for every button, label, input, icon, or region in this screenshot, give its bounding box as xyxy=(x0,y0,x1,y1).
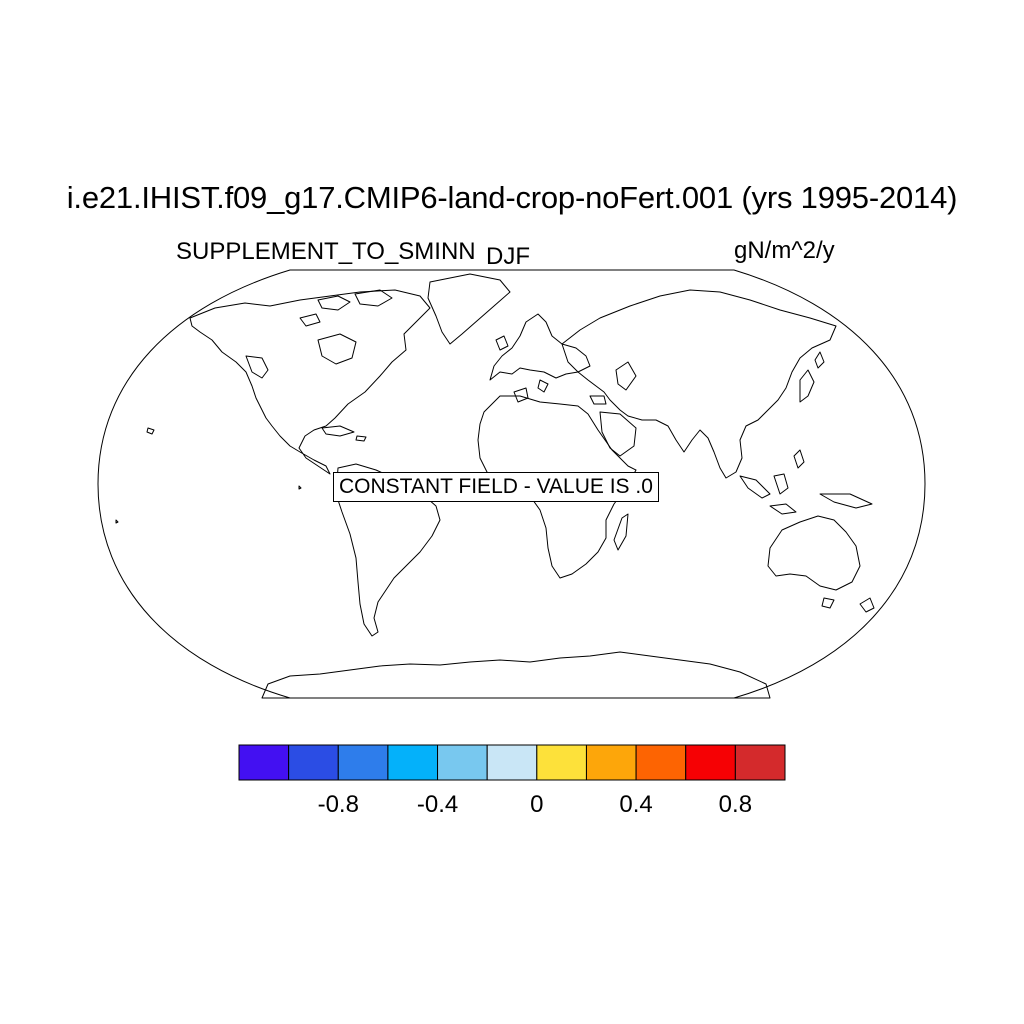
coastline-antarctica xyxy=(261,651,771,699)
colorbar-tick-label: -0.8 xyxy=(318,791,359,818)
season-label: DJF xyxy=(486,243,530,270)
colorbar-tick-label: 0.8 xyxy=(719,791,752,818)
coastline-north-america xyxy=(189,289,431,475)
colorbar-box xyxy=(585,744,637,781)
coastline-japan xyxy=(799,369,815,403)
colorbar-tick-label: -0.4 xyxy=(417,791,458,818)
units-label: gN/m^2/y xyxy=(734,237,835,264)
colorbar-tick-label: 0 xyxy=(530,791,543,818)
colorbar-box xyxy=(337,744,389,781)
colorbar-tick-label: 0.4 xyxy=(619,791,652,818)
colorbar-box xyxy=(238,744,290,781)
variable-name: SUPPLEMENT_TO_SMINN xyxy=(176,238,476,265)
colorbar-box xyxy=(536,744,587,781)
coastline-australia xyxy=(767,515,861,591)
colorbar-box xyxy=(387,744,439,781)
colorbar-box xyxy=(288,744,339,781)
colorbar-box xyxy=(635,744,687,781)
colorbar-box xyxy=(734,744,786,781)
colorbar-box xyxy=(486,744,538,781)
colorbar-box xyxy=(685,744,736,781)
plot-title: i.e21.IHIST.f09_g17.CMIP6-land-crop-noFe… xyxy=(66,180,958,215)
colorbar-box xyxy=(437,744,488,781)
coastline-madagascar xyxy=(613,513,629,551)
coastline-greenland xyxy=(427,273,511,345)
constant-field-label: CONSTANT FIELD - VALUE IS .0 xyxy=(333,472,659,502)
coastline-europe xyxy=(489,313,591,381)
coastline-asia xyxy=(561,289,837,479)
